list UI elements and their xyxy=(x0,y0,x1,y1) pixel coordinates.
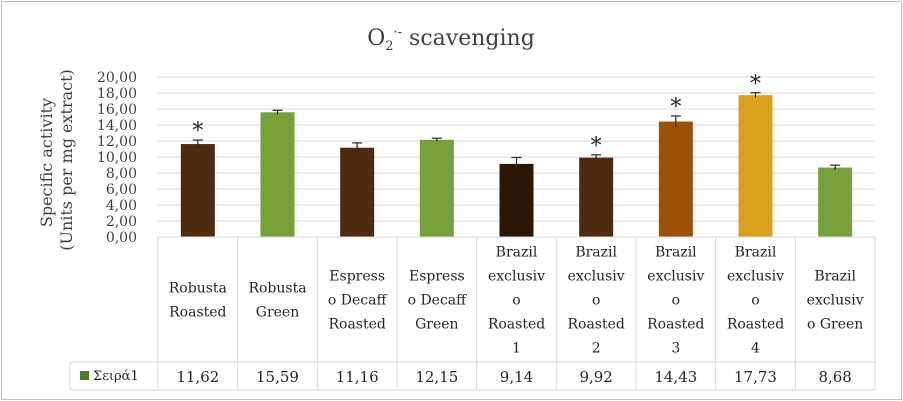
category-label-line: Roasted xyxy=(567,317,624,333)
y-tick-label: 18,00 xyxy=(97,86,137,102)
y-axis-title-line1: Specific activity xyxy=(37,98,56,227)
value-label: 12,15 xyxy=(415,368,458,386)
category-label-line: o Decaff xyxy=(408,293,468,309)
value-label: 14,43 xyxy=(654,368,697,386)
category-label-line: exclusiv xyxy=(727,269,784,285)
category-label-line: Robusta xyxy=(248,281,306,297)
category-label-line: Espress xyxy=(409,269,465,285)
legend-swatch xyxy=(80,371,89,380)
significance-star: * xyxy=(192,119,203,144)
y-tick-label: 20,00 xyxy=(97,70,137,86)
bar xyxy=(419,139,454,237)
category-label-line: Roasted xyxy=(727,317,784,333)
y-tick-label: 12,00 xyxy=(97,134,137,150)
value-label: 11,16 xyxy=(336,368,379,386)
category-label: Espress o Decaff Green xyxy=(408,269,468,333)
category-label-line: Roasted xyxy=(169,305,226,321)
bar xyxy=(499,163,534,237)
significance-star: * xyxy=(591,134,602,159)
category-label-line: exclusiv xyxy=(807,293,864,309)
category-label: Espress o Decaff Roasted xyxy=(328,269,388,333)
significance-star: * xyxy=(670,95,681,120)
bar xyxy=(340,147,375,237)
title-sup: ·- xyxy=(394,25,403,40)
category-label-line: Roasted xyxy=(647,317,704,333)
y-axis-title-line2: (Units per mg extract) xyxy=(57,69,76,251)
bar xyxy=(658,121,693,237)
y-tick-label: 2,00 xyxy=(106,214,137,230)
category-label-line: exclusiv xyxy=(488,269,545,285)
value-label: 15,59 xyxy=(256,368,299,386)
y-axis-title: Specific activity (Units per mg extract) xyxy=(37,69,76,251)
value-label: 9,92 xyxy=(579,368,612,386)
data-table: Robusta Roasted Robusta Green Espress o Decaf… xyxy=(69,236,876,391)
category-label-line: Brazil xyxy=(735,245,777,261)
category-label: Brazil exclusiv o Roasted 4 xyxy=(727,245,784,357)
category-label-line: 1 xyxy=(512,341,521,357)
category-label-line: Roasted xyxy=(488,317,545,333)
category-label: Brazil exclusiv o Green xyxy=(807,269,864,333)
category-label-line: o Green xyxy=(807,317,863,333)
category-label-line: o xyxy=(751,293,759,309)
category-label-line: Brazil xyxy=(575,245,617,261)
category-label-line: o xyxy=(512,293,520,309)
bar xyxy=(738,95,773,237)
category-label-line: Brazil xyxy=(496,245,538,261)
category-label: Robusta Green xyxy=(248,281,306,321)
legend-series-name: Σειρά1 xyxy=(93,369,139,384)
y-tick-label: 8,00 xyxy=(106,166,137,182)
bar xyxy=(579,157,614,237)
y-tick-label: 16,00 xyxy=(97,102,137,118)
category-label-line: Robusta xyxy=(169,281,227,297)
category-label-line: Green xyxy=(415,317,458,333)
category-label-line: Roasted xyxy=(328,317,385,333)
category-label: Brazil exclusiv o Roasted 2 xyxy=(567,245,624,357)
y-tick-labels: 0,002,004,006,008,0010,0012,0014,0016,00… xyxy=(97,70,137,246)
y-tick-label: 0,00 xyxy=(106,230,137,246)
value-label: 8,68 xyxy=(818,368,851,386)
category-label: Brazil exclusiv o Roasted 3 xyxy=(647,245,704,357)
y-tick-label: 10,00 xyxy=(97,150,137,166)
value-label: 11,62 xyxy=(176,368,219,386)
category-label-line: o Decaff xyxy=(328,293,388,309)
bar xyxy=(260,112,295,237)
category-label-line: Green xyxy=(256,305,299,321)
title-main: O xyxy=(367,26,385,51)
value-label: 17,73 xyxy=(734,368,777,386)
y-tick-label: 14,00 xyxy=(97,118,137,134)
category-label: Brazil exclusiv o Roasted 1 xyxy=(488,245,545,357)
category-label-line: exclusiv xyxy=(568,269,625,285)
category-label-line: 4 xyxy=(751,341,760,357)
category-label-line: 3 xyxy=(671,341,680,357)
category-label-line: Brazil xyxy=(814,269,856,285)
y-tick-label: 6,00 xyxy=(106,182,137,198)
category-label-line: Espress xyxy=(329,269,385,285)
category-label-line: 2 xyxy=(592,341,601,357)
bar xyxy=(180,144,215,237)
bars: * * * * xyxy=(180,72,853,237)
title-sub: 2 xyxy=(385,39,393,54)
y-tick-label: 4,00 xyxy=(106,198,137,214)
significance-star: * xyxy=(750,72,761,97)
category-label-line: Brazil xyxy=(655,245,697,261)
category-label-line: o xyxy=(592,293,600,309)
category-label: Robusta Roasted xyxy=(169,281,227,321)
category-label-line: o xyxy=(672,293,680,309)
bar xyxy=(818,167,853,237)
title-rest: scavenging xyxy=(402,26,535,51)
chart-title: O2·- scavenging xyxy=(367,25,535,54)
value-label: 9,14 xyxy=(500,368,533,386)
category-label-line: exclusiv xyxy=(647,269,704,285)
